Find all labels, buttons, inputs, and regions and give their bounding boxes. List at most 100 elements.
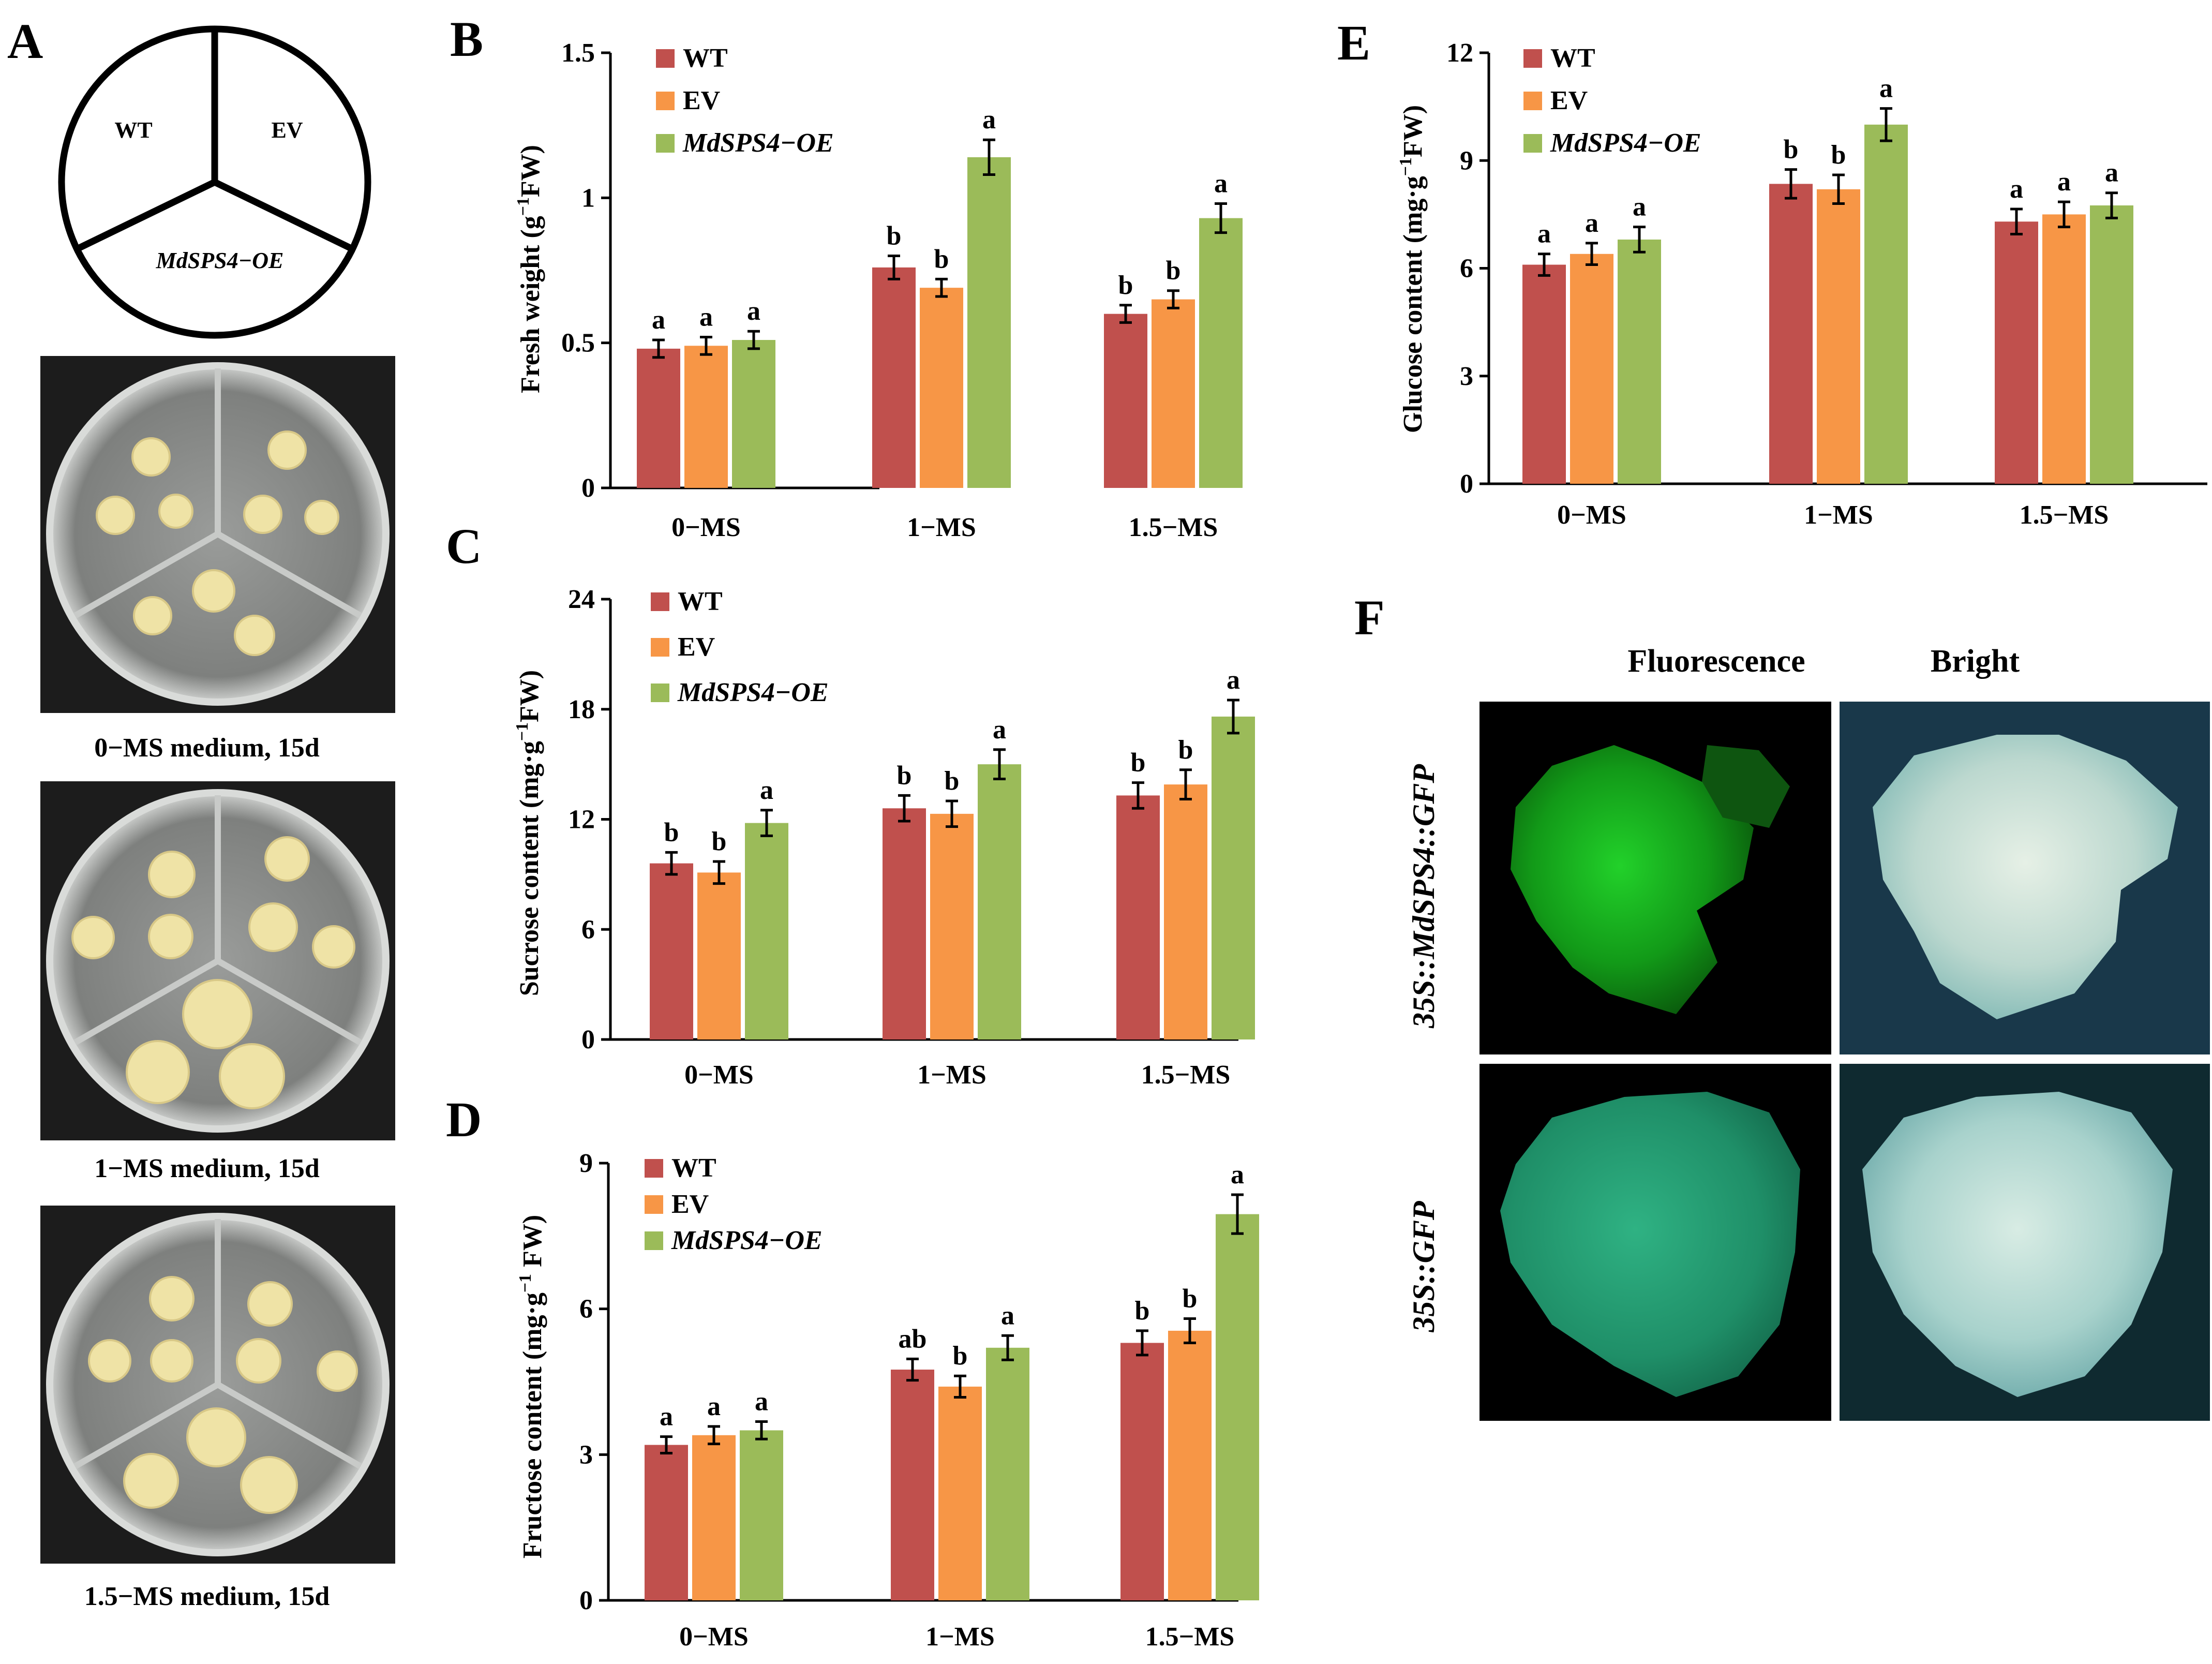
significance-letter: b [664,818,679,847]
chart-panel-c: C 0 6 12 18 24 Sucrose content (mg·g−1FW) 0−MS 1… [446,518,1255,1090]
bar [1212,716,1255,1039]
significance-letter: b [1135,1296,1150,1326]
bar [637,348,680,488]
y-label-superscript: −1 [514,197,533,216]
y-tick-label: 0 [1460,469,1473,499]
image-bright-mdsps4 [1840,702,2210,1054]
panel-f: F Fluorescence Bright 35S::MdSPS4::GFP 3… [1354,590,2210,1421]
legend-swatch [1523,92,1542,110]
y-tick-label: 12 [1446,38,1473,68]
legend-label: WT [683,43,728,73]
significance-letter: a [993,715,1006,745]
significance-letter: b [1183,1284,1198,1313]
significance-letter: b [953,1341,968,1371]
bar [1116,795,1160,1039]
y-label-unit: FW) [518,1215,547,1274]
bar [1168,1330,1212,1600]
y-tick-label: 0 [581,1025,595,1054]
bar [1995,221,2038,484]
significance-letter: a [1585,209,1598,238]
bar [740,1430,783,1600]
significance-letter: b [1166,256,1181,286]
significance-letter: a [1227,665,1240,695]
y-tick-label: 24 [568,585,595,614]
significance-letter: a [1879,74,1893,103]
significance-letter: a [1537,219,1551,249]
significance-letter: b [712,827,727,856]
legend-swatch [656,134,675,153]
x-category-label: 1−MS [925,1622,995,1652]
legend-swatch [656,92,675,110]
y-tick-label: 0.5 [561,329,595,358]
y-label-superscript: −1 [513,722,532,741]
panel-f-letter: F [1354,590,1385,645]
bar [1522,264,1566,484]
significance-letter: a [2105,158,2118,188]
bar [1817,189,1860,484]
significance-letter: b [897,761,912,790]
bar [1120,1343,1164,1600]
significance-letter: a [660,1402,673,1432]
legend-swatch [1523,49,1542,68]
x-category-label: 1.5−MS [1129,513,1218,542]
legend-label: MdSPS4−OE [1550,128,1701,158]
bar [986,1347,1029,1600]
y-label-unit: FW) [515,670,544,722]
significance-letter: a [1231,1160,1244,1190]
image-bright-gfp [1840,1064,2210,1421]
significance-letter: b [1118,271,1133,300]
bar [967,157,1011,488]
significance-letter: a [1001,1301,1014,1330]
legend-label: EV [1550,86,1588,115]
y-tick-label: 0 [579,1586,593,1615]
bar [1104,314,1147,488]
y-label-text: Fresh weight (g [516,216,545,393]
y-axis-label: Sucrose content (mg·g−1FW) [513,670,544,996]
y-tick-label: 6 [579,1295,593,1324]
chart-panel-e: E 0 3 6 9 12 Glucose content (mg·g−1FW) 0−MS 1−M… [1337,15,2207,530]
diagram-divider-right [213,179,357,254]
plate-photo-1ms [40,781,395,1140]
significance-letter: a [760,776,773,805]
panel-letter: D [446,1092,482,1147]
plate-caption-2: 1.5−MS medium, 15d [84,1582,330,1611]
significance-letter: a [699,302,713,332]
y-label-superscript: −1 [1396,157,1415,176]
y-tick-label: 3 [579,1440,593,1469]
significance-letter: b [1831,140,1846,170]
bar [650,863,693,1039]
row-label-mdsps4-gfp: 35S::MdSPS4::GFP [1407,764,1441,1029]
significance-letter: a [982,105,996,135]
x-category-label: 0−MS [671,513,741,542]
bar [883,808,926,1039]
x-category-label: 0−MS [1557,500,1626,530]
x-category-label: 0−MS [679,1622,749,1652]
x-category-label: 1−MS [907,513,976,542]
bar [684,346,728,488]
significance-letter: a [2057,167,2071,197]
bar [938,1386,982,1600]
col-header-fluorescence: Fluorescence [1627,644,1805,679]
legend-swatch [1523,134,1542,153]
image-fluorescence-mdsps4 [1479,702,1831,1054]
legend-label: WT [1550,43,1595,73]
image-fluorescence-gfp [1479,1064,1831,1421]
col-header-bright: Bright [1931,644,2020,679]
legend-label: MdSPS4−OE [682,128,834,158]
panel-a-letter: A [7,13,43,69]
x-category-label: 1.5−MS [1145,1622,1235,1652]
genotype-layout-diagram: WT EV MdSPS4−OE [58,25,371,339]
chart-panel-b: B 0 0.5 1 1.5 Fresh weight (g−1FW) 0−MS 1−MS 1.5… [450,11,1243,542]
y-tick-label: 18 [568,695,595,724]
significance-letter: b [945,766,960,796]
bar [645,1445,688,1600]
legend-swatch [645,1195,663,1214]
panel-letter: C [446,518,482,574]
legend-label: MdSPS4−OE [677,678,829,707]
bar [1618,239,1661,484]
y-tick-label: 12 [568,805,595,835]
plate-photo-15ms [40,1206,395,1564]
legend-label: WT [671,1153,716,1183]
legend-label: WT [678,587,723,616]
